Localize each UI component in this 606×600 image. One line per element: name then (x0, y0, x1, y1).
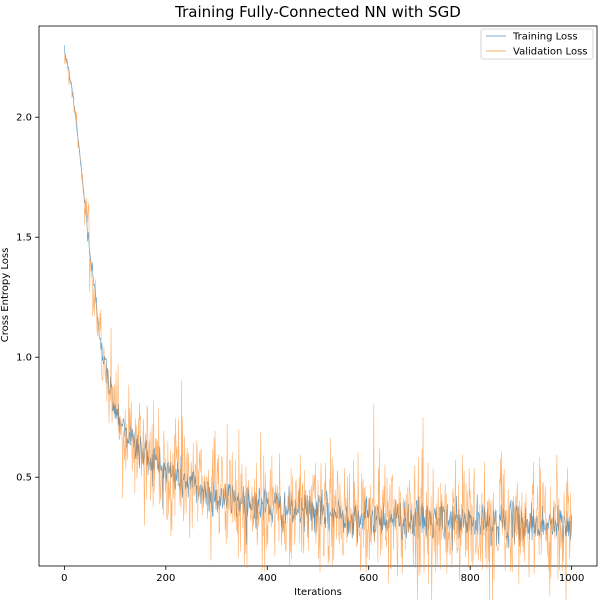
y-tick-label: 0.5 (16, 473, 32, 484)
plot-area (38, 25, 598, 600)
x-tick-label: 0 (61, 573, 67, 584)
y-tick-label: 1.0 (16, 353, 32, 364)
x-tick-label: 200 (156, 573, 175, 584)
x-tick-label: 1000 (559, 573, 584, 584)
x-tick-label: 800 (461, 573, 480, 584)
series-line-validation-loss (64, 53, 572, 600)
legend-label-validation-loss: Validation Loss (513, 47, 588, 58)
y-tick-label: 1.5 (16, 233, 32, 244)
x-tick-label: 600 (359, 573, 378, 584)
legend: Training Loss Validation Loss (480, 28, 594, 60)
chart-title: Training Fully-Connected NN with SGD (174, 3, 461, 21)
series-layer (64, 45, 572, 600)
x-axis: 0 200 400 600 800 1000 (61, 566, 584, 584)
legend-box (480, 28, 594, 60)
x-tick-label: 400 (258, 573, 277, 584)
y-tick-label: 2.0 (16, 113, 32, 124)
y-axis-label: Cross Entropy Loss (0, 248, 11, 343)
legend-label-training-loss: Training Loss (512, 32, 578, 43)
x-axis-label: Iterations (294, 587, 342, 598)
y-axis: 0.5 1.0 1.5 2.0 (16, 113, 39, 484)
